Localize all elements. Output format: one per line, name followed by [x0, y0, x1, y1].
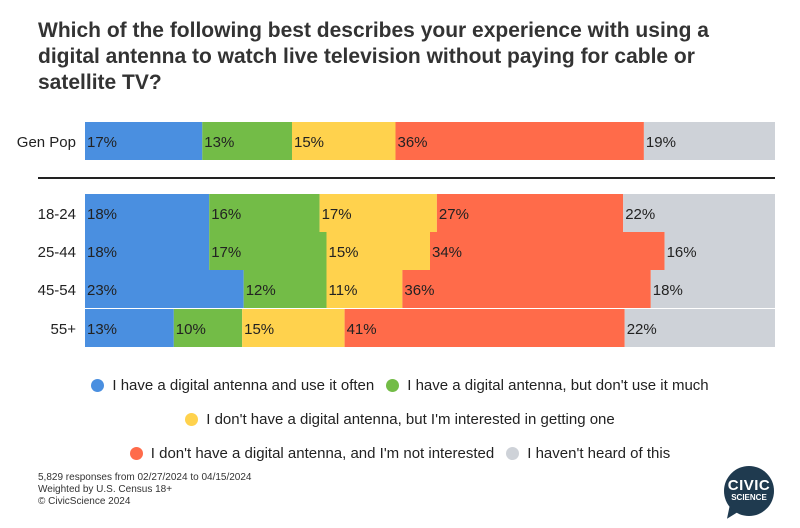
data-label-gen-pop-interested: 15%	[294, 134, 324, 151]
data-label-gen-pop-use-often: 17%	[87, 134, 117, 151]
bar-gen-pop-interested	[292, 122, 396, 160]
legend-item-dont-use-much: I have a digital antenna, but don't use …	[386, 376, 709, 394]
data-label-18-24-use-often: 18%	[87, 206, 117, 223]
legend-row-3: I don't have a digital antenna, and I'm …	[0, 436, 800, 470]
bar-gen-pop-not-interested	[395, 122, 644, 160]
data-label-55-use-often: 13%	[87, 321, 117, 338]
data-label-gen-pop-not-interested: 36%	[398, 134, 428, 151]
stacked-bar-chart: 17% 13% 15% 36% 19% Gen Pop 18% 16% 17% 27% 22% 18-…	[17, 122, 775, 347]
bar-18-24-interested	[319, 194, 437, 232]
data-label-55-havent-heard: 22%	[627, 321, 657, 338]
data-label-45-54-use-often: 23%	[87, 282, 117, 299]
bar-45-54-use-often	[85, 270, 244, 308]
category-label-55: 55+	[51, 321, 77, 338]
bar-55-not-interested	[344, 309, 625, 347]
data-label-55-not-interested: 41%	[347, 321, 377, 338]
logo-line-2: SCIENCE	[731, 493, 767, 502]
data-label-18-24-not-interested: 27%	[439, 206, 469, 223]
data-label-gen-pop-dont-use-much: 13%	[204, 134, 234, 151]
category-label-45-54: 45-54	[38, 282, 76, 299]
data-label-18-24-havent-heard: 22%	[625, 206, 655, 223]
bar-gen-pop-use-often	[85, 122, 203, 160]
bar-gen-pop-dont-use-much	[202, 122, 292, 160]
data-label-gen-pop-havent-heard: 19%	[646, 134, 676, 151]
category-label-25-44: 25-44	[38, 244, 76, 261]
legend-swatch-interested	[185, 412, 199, 426]
bar-18-24-not-interested	[436, 194, 624, 232]
legend-item-use-often: I have a digital antenna and use it ofte…	[91, 377, 374, 394]
legend-label-not-interested: I don't have a digital antenna, and I'm …	[150, 444, 495, 462]
data-label-18-24-dont-use-much: 16%	[211, 206, 241, 223]
legend-swatch-dont-use-much	[386, 378, 400, 392]
chart-title: Which of the following best describes yo…	[38, 19, 709, 94]
bar-55-interested	[242, 309, 345, 347]
bar-55-use-often	[85, 309, 174, 347]
category-label-18-24: 18-24	[38, 206, 76, 223]
data-label-18-24-interested: 17%	[322, 206, 352, 223]
bar-55-havent-heard	[624, 309, 775, 347]
legend-swatch-use-often	[91, 378, 105, 392]
legend-label-dont-use-much: I have a digital antenna, but don't use …	[407, 376, 709, 394]
category-label-gen-pop: Gen Pop	[17, 134, 76, 151]
legend-swatch-not-interested	[129, 446, 143, 460]
bar-45-54-not-interested	[402, 270, 651, 308]
legend-row-1: I have a digital antenna and use it ofte…	[0, 368, 800, 402]
legend-item-not-interested: I don't have a digital antenna, and I'm …	[129, 444, 495, 462]
data-label-45-54-not-interested: 36%	[404, 282, 434, 299]
legend-item-havent-heard: I haven't heard of this	[506, 445, 670, 462]
bar-18-24-dont-use-much	[209, 194, 320, 232]
bar-gen-pop-havent-heard	[643, 122, 775, 160]
legend-label-havent-heard: I haven't heard of this	[527, 444, 671, 462]
bar-45-54-dont-use-much	[243, 270, 327, 308]
data-label-25-44-dont-use-much: 17%	[211, 244, 241, 261]
data-label-45-54-havent-heard: 18%	[653, 282, 683, 299]
bar-18-24-use-often	[85, 194, 210, 232]
footnote-responses: 5,829 responses from 02/27/2024 to 04/15…	[38, 472, 252, 483]
data-label-45-54-interested: 11%	[329, 282, 358, 299]
legend: I have a digital antenna and use it ofte…	[0, 368, 800, 470]
footnote-copyright: © CivicScience 2024	[38, 496, 131, 507]
bar-25-44-not-interested	[430, 232, 665, 270]
bar-45-54-havent-heard	[650, 270, 775, 308]
logo-line-1: CIVIC	[727, 477, 771, 494]
legend-swatch-havent-heard	[506, 446, 520, 460]
data-label-55-interested: 15%	[244, 321, 274, 338]
bar-55-dont-use-much	[173, 309, 243, 347]
legend-row-2: I don't have a digital antenna, but I'm …	[0, 402, 800, 436]
bar-45-54-interested	[326, 270, 403, 308]
legend-item-interested: I don't have a digital antenna, but I'm …	[185, 411, 615, 428]
bar-25-44-dont-use-much	[209, 232, 327, 270]
bar-25-44-havent-heard	[664, 232, 775, 270]
legend-label-interested: I don't have a digital antenna, but I'm …	[206, 410, 615, 428]
legend-label-use-often: I have a digital antenna and use it ofte…	[112, 376, 375, 394]
footnote-weighting: Weighted by U.S. Census 18+	[38, 484, 173, 495]
civicscience-logo: CIVIC SCIENCE	[724, 466, 774, 516]
data-label-55-dont-use-much: 10%	[176, 321, 206, 338]
bar-18-24-havent-heard	[623, 194, 775, 232]
bar-25-44-interested	[326, 232, 430, 270]
footnote: 5,829 responses from 02/27/2024 to 04/15…	[38, 472, 252, 508]
data-label-25-44-not-interested: 34%	[432, 244, 462, 261]
data-label-25-44-interested: 15%	[329, 244, 359, 261]
data-label-25-44-havent-heard: 16%	[667, 244, 697, 261]
data-label-45-54-dont-use-much: 12%	[246, 282, 276, 299]
bar-25-44-use-often	[85, 232, 210, 270]
data-label-25-44-use-often: 18%	[87, 244, 117, 261]
